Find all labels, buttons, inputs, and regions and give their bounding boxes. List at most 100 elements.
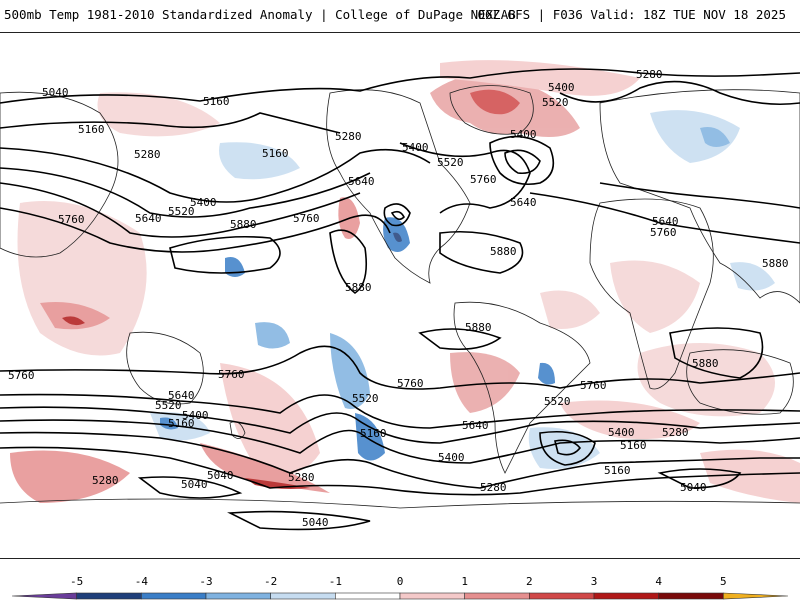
cool-patch-tropical-pacific [255,322,290,349]
contour-label: 5520 [168,205,195,218]
contour-label: 5760 [8,369,35,382]
australia-west-coast [126,331,204,405]
warm-patch-indian-ocean [637,343,775,417]
contour-label: 5520 [437,156,464,169]
warm-anomaly-shading [10,60,800,503]
contour-label: 5760 [58,213,85,226]
contour-label: 5400 [190,196,217,209]
contour-label: 5160 [78,123,105,136]
contour-label: 5160 [360,427,387,440]
contour-label: 5640 [462,419,489,432]
contour-labels: 5040 5160 5160 5280 5160 5280 5400 5520 … [8,68,789,529]
antarctica-coast [0,498,800,509]
contour-label: 5280 [636,68,663,81]
south-america-coast [453,301,591,474]
map-title: 500mb Temp 1981-2010 Standardized Anomal… [4,7,516,22]
colorbar-tick-label: 2 [526,575,533,588]
cool-patch-scandinavia [700,127,730,147]
contour-label: 5520 [155,399,182,412]
contour-s-atl-low-inner [554,439,582,456]
contour-label: 5760 [580,379,607,392]
contour-5880-pac [169,235,281,274]
contour-label: 5400 [438,451,465,464]
cool-patch-north-pacific [219,142,300,180]
contour-label: 5160 [620,439,647,452]
cool-patch-central-pacific [225,257,245,277]
cool-patch-west-us-core [393,232,402,242]
contour-na-trough [399,142,531,214]
contour-atlantic-low [489,135,555,186]
contour-label: 5280 [480,481,507,494]
contour-label: 5400 [548,81,575,94]
contour-5880-africa [669,327,764,379]
cool-patch-pacific-south [160,417,178,430]
colorbar-tick-label: -5 [70,575,84,588]
colorbar-tick-label: 3 [590,575,598,588]
contour-label: 5280 [662,426,689,439]
contour-label: 5280 [134,148,161,161]
contour-cutoff-inner [390,210,405,221]
contour-5880-tropics [418,328,502,351]
contour-label: 5280 [335,130,362,143]
contour-label: 5880 [490,245,517,258]
contour-label: 5640 [348,175,375,188]
colorbar-segment [270,592,336,600]
contour-label: 5880 [465,321,492,334]
contour-5640-south [0,393,800,429]
contour-label: 5400 [510,128,537,141]
greenland-coast [449,85,534,135]
colorbar-segment [529,592,595,600]
contour-5400-pac [0,147,431,203]
cool-patch-argentina [538,362,555,385]
warm-patch-south-indian [700,449,800,503]
colorbar-segment [723,592,789,600]
colorbar-tick-label: 5 [720,575,727,588]
contour-label: 5040 [302,516,329,529]
contour-5640-pac [0,182,361,238]
colorbar-tick-label: 0 [396,575,404,588]
contour-label: 5640 [510,196,537,209]
contour-5880-car [439,230,524,274]
warm-patch-africa [610,260,700,333]
australia-coast [686,349,794,415]
contour-label: 5160 [604,464,631,477]
colorbar-segment [76,592,142,600]
contour-5160-north [0,112,341,134]
colorbar-segment [141,592,207,600]
contour-label: 5880 [692,357,719,370]
colorbar-segment [205,592,271,600]
colorbar-segment [593,592,659,600]
colorbar-tick-label: 4 [655,575,662,588]
contour-label: 5160 [168,417,195,430]
contour-label: 5520 [544,395,571,408]
contour-label: 5760 [293,212,320,225]
colorbar-segment [464,592,530,600]
contour-label: 5400 [182,409,209,422]
colorbar-segment [399,592,465,600]
africa-coast [589,198,714,390]
contour-s-atl-low [539,430,596,466]
colorbar-tick-label: -1 [328,575,342,588]
coastlines [0,85,800,509]
contour-label: 5400 [402,141,429,154]
contour-label: 5760 [397,377,424,390]
contour-5160-south [0,446,800,496]
contour-label: 5280 [92,474,119,487]
warm-patch-greenland-core [470,89,520,115]
colorbar-segment [658,592,724,600]
colorbar-tick-label: -2 [264,575,278,588]
contour-label: 5160 [203,95,230,108]
anomaly-map: 5040 5160 5160 5280 5160 5280 5400 5520 … [0,60,800,531]
contour-label: 5520 [542,96,569,109]
contour-label: 5520 [352,392,379,405]
contour-label: 5880 [762,257,789,270]
colorbar-segment [11,592,77,600]
cool-patch-south-atlantic-low [528,427,600,469]
cool-patch-eurasia [650,110,740,163]
contour-5040-south [137,476,243,499]
contour-label: 5040 [680,481,707,494]
contour-label: 5640 [652,215,679,228]
cool-anomaly-shading [150,110,775,469]
warm-patch-atlantic-mid [540,290,600,329]
contour-label: 5640 [168,389,195,402]
